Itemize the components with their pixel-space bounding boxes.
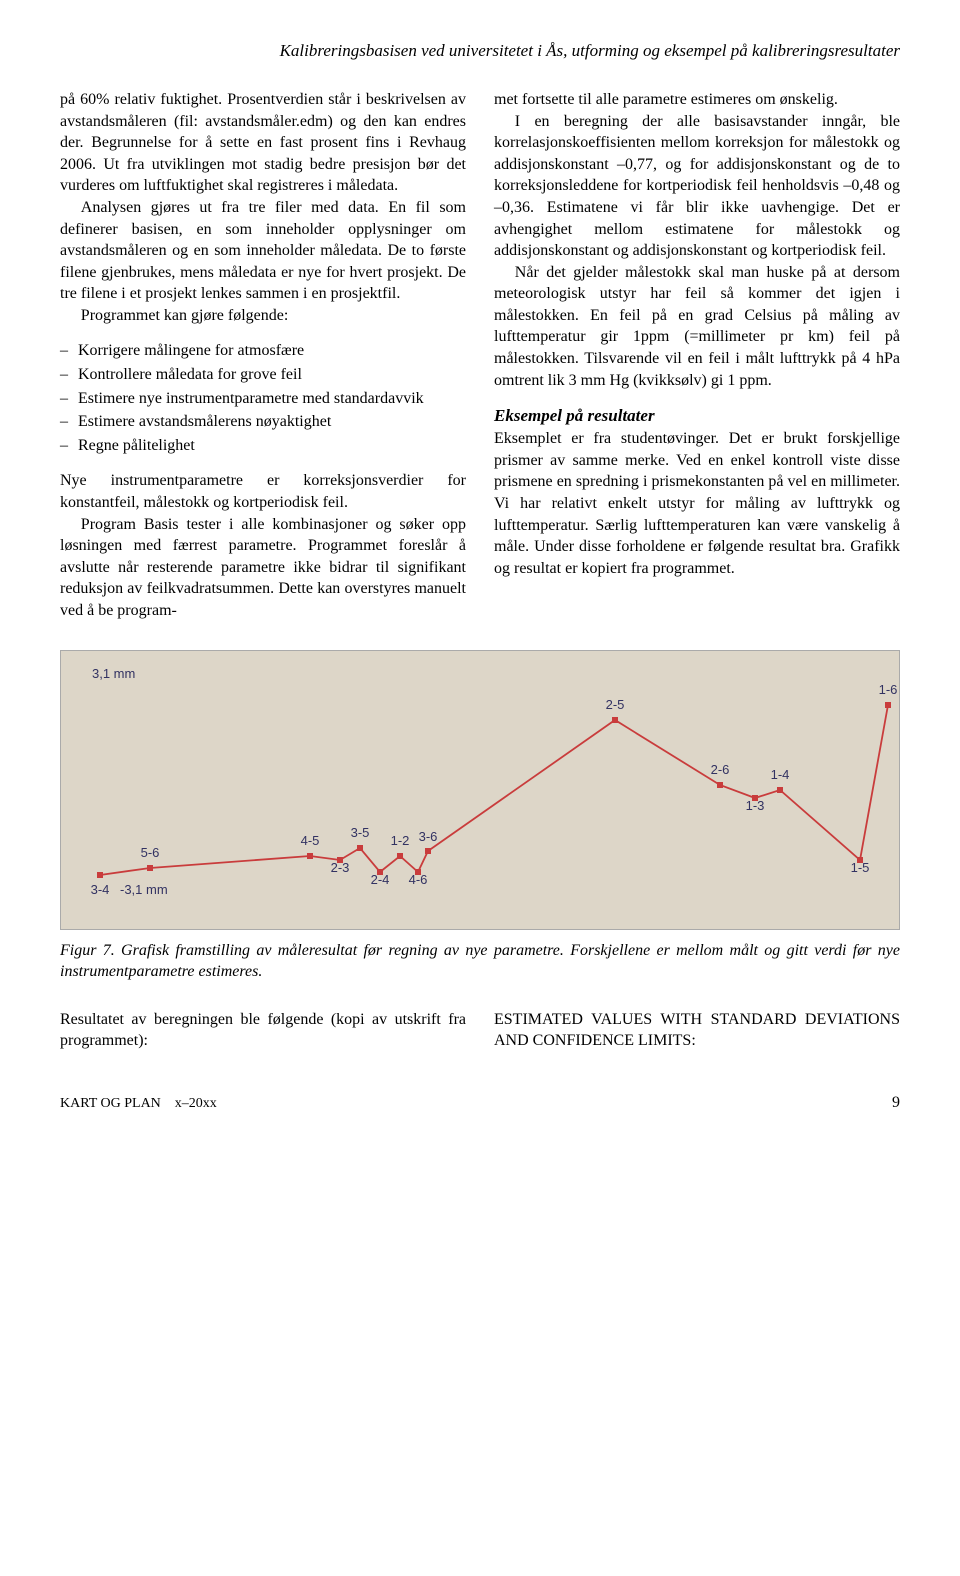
list-item: – Kontrollere måledata for grove feil [60,364,466,386]
running-head: Kalibreringsbasisen ved universitetet i … [60,40,900,63]
svg-text:4-6: 4-6 [409,872,428,887]
para: Programmet kan gjøre følgende: [60,305,466,327]
list-item-text: Estimere avstandsmålerens nøyaktighet [78,411,466,433]
list-item-text: Kontrollere måledata for grove feil [78,364,466,386]
svg-text:1-4: 1-4 [771,767,790,782]
dash-icon: – [60,364,78,386]
figure-caption: Figur 7. Grafisk framstilling av måleres… [60,940,900,983]
svg-text:1-5: 1-5 [851,860,870,875]
bottom-two-column: Resultatet av beregningen ble følgende (… [60,1009,900,1052]
para: Analysen gjøres ut fra tre filer med dat… [60,197,466,305]
list-item-text: Regne pålitelighet [78,435,466,457]
svg-text:3,1 mm: 3,1 mm [92,666,135,681]
two-column-body: på 60% relativ fuktighet. Prosentverdien… [60,89,900,622]
list-item-text: Korrigere målingene for atmosfære [78,340,466,362]
list-item: – Estimere nye instrumentparametre med s… [60,388,466,410]
svg-text:2-3: 2-3 [331,860,350,875]
chart-svg: 3,1 mm -3,1 mm 3-4 5-6 4-5 2-3 3-5 2-4 1-2 4-6 3-6… [60,650,900,930]
bottom-left: Resultatet av beregningen ble følgende (… [60,1009,466,1052]
svg-text:4-5: 4-5 [301,833,320,848]
list-item-text: Estimere nye instrumentparametre med sta… [78,388,466,410]
dash-icon: – [60,435,78,457]
para: Program Basis tester i alle kombinasjone… [60,514,466,622]
page-number: 9 [892,1092,900,1114]
svg-text:2-6: 2-6 [711,762,730,777]
list-item: – Estimere avstandsmålerens nøyaktighet [60,411,466,433]
para: Når det gjelder målestokk skal man huske… [494,262,900,392]
para: I en beregning der alle basisavstander i… [494,111,900,262]
dash-icon: – [60,411,78,433]
left-column: på 60% relativ fuktighet. Prosentverdien… [60,89,466,622]
section-subhead: Eksempel på resultater [494,405,900,428]
svg-text:-3,1 mm: -3,1 mm [120,882,168,897]
para: met fortsette til alle parametre estimer… [494,89,900,111]
list-item: – Korrigere målingene for atmosfære [60,340,466,362]
svg-text:3-6: 3-6 [419,829,438,844]
svg-text:3-5: 3-5 [351,825,370,840]
svg-text:1-6: 1-6 [879,682,898,697]
list-item: – Regne pålitelighet [60,435,466,457]
para: Nye instrumentparametre er korreksjonsve… [60,470,466,513]
bottom-right: ESTIMATED VALUES WITH STANDARD DEVIATION… [494,1009,900,1052]
bullet-list: – Korrigere målingene for atmosfære – Ko… [60,340,466,456]
dash-icon: – [60,340,78,362]
page-footer: KART OG PLAN x–20xx 9 [60,1092,900,1114]
figure-7: 3,1 mm -3,1 mm 3-4 5-6 4-5 2-3 3-5 2-4 1-2 4-6 3-6… [60,650,900,983]
right-column: met fortsette til alle parametre estimer… [494,89,900,622]
svg-text:1-2: 1-2 [391,833,410,848]
para: på 60% relativ fuktighet. Prosentverdien… [60,89,466,197]
para: Eksemplet er fra studentøvinger. Det er … [494,428,900,579]
svg-text:2-4: 2-4 [371,872,390,887]
svg-text:5-6: 5-6 [141,845,160,860]
svg-text:2-5: 2-5 [606,697,625,712]
svg-text:1-3: 1-3 [746,798,765,813]
svg-text:3-4: 3-4 [91,882,110,897]
journal-ref: KART OG PLAN x–20xx [60,1095,217,1114]
dash-icon: – [60,388,78,410]
